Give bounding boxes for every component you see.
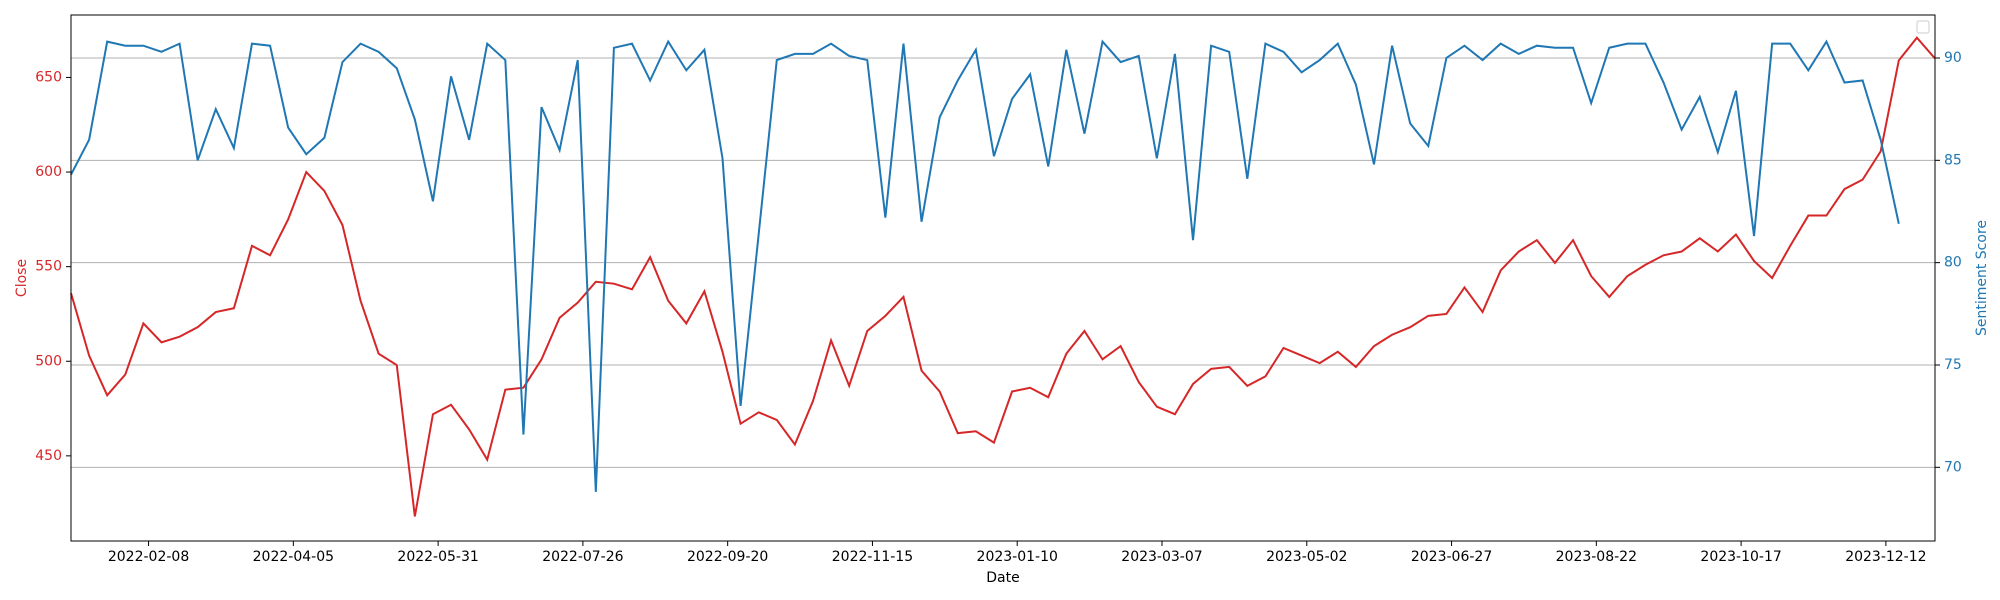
x-axis-label: Date bbox=[986, 570, 1019, 586]
y2-tick-label: 80 bbox=[1944, 255, 1962, 271]
x-tick-label: 2023-03-07 bbox=[1121, 549, 1202, 565]
y2-tick-label: 70 bbox=[1944, 459, 1962, 475]
y-tick-label: 650 bbox=[35, 69, 62, 85]
x-tick-label: 2023-05-02 bbox=[1266, 549, 1347, 565]
y2-axis-label: Sentiment Score bbox=[1974, 220, 1990, 336]
x-tick-label: 2023-10-17 bbox=[1700, 549, 1781, 565]
x-tick-label: 2023-12-12 bbox=[1845, 549, 1926, 565]
y-tick-label: 550 bbox=[35, 259, 62, 275]
x-tick-label: 2022-04-05 bbox=[253, 549, 334, 565]
x-tick-label: 2022-07-26 bbox=[542, 549, 623, 565]
x-tick-label: 2023-06-27 bbox=[1411, 549, 1492, 565]
x-tick-label: 2022-09-20 bbox=[687, 549, 768, 565]
line bbox=[70, 36, 1936, 517]
y2-tick-label: 90 bbox=[1944, 50, 1962, 66]
x-tick-label: 2022-05-31 bbox=[397, 549, 478, 565]
y2-tick-label: 75 bbox=[1944, 357, 1962, 373]
x-tick-label: 2023-01-10 bbox=[977, 549, 1058, 565]
y-axis-label: Close bbox=[14, 259, 30, 297]
y-tick-label: 500 bbox=[35, 353, 62, 369]
y2-tick-label: 85 bbox=[1944, 152, 1962, 168]
x-tick-label: 2022-11-15 bbox=[832, 549, 913, 565]
y-tick-label: 600 bbox=[35, 164, 62, 180]
legend bbox=[1916, 20, 1930, 34]
x-tick-label: 2023-08-22 bbox=[1556, 549, 1637, 565]
plot-frame bbox=[70, 14, 1936, 542]
x-tick-label: 2022-02-08 bbox=[108, 549, 189, 565]
line bbox=[70, 39, 1900, 492]
y-tick-label: 450 bbox=[35, 448, 62, 464]
